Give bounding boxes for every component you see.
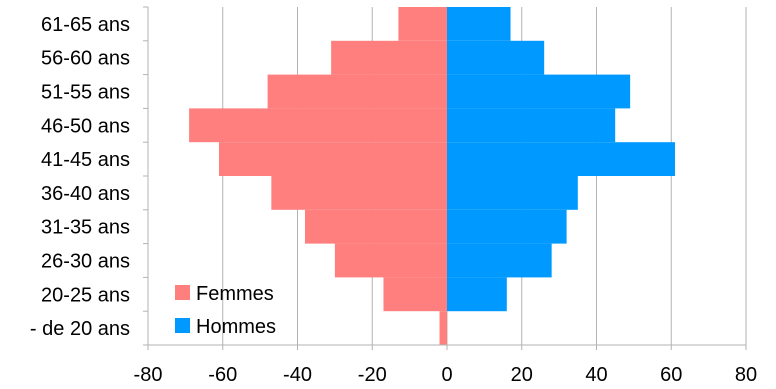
bar-femmes-8	[383, 277, 447, 312]
x-tick-label-2: -40	[283, 364, 312, 386]
bars	[189, 7, 675, 345]
bar-hommes-7	[447, 243, 552, 278]
x-tick-label-7: 60	[660, 364, 682, 386]
x-tick-label-4: 0	[441, 364, 452, 386]
legend-label-femmes: Femmes	[196, 283, 274, 305]
y-tick-label-7: 26-30 ans	[41, 251, 130, 273]
y-tick-label-4: 41-45 ans	[41, 149, 130, 171]
bar-femmes-2	[267, 74, 447, 109]
bar-hommes-8	[447, 277, 507, 312]
x-tick-label-6: 40	[585, 364, 607, 386]
bar-hommes-2	[447, 74, 631, 109]
x-tick-label-8: 80	[735, 364, 757, 386]
x-tick-label-1: -60	[208, 364, 237, 386]
bar-hommes-5	[447, 176, 578, 210]
y-tick-label-6: 31-35 ans	[41, 217, 130, 239]
x-tick-label-3: -20	[358, 364, 387, 386]
legend-swatch-femmes	[175, 285, 190, 300]
bar-femmes-0	[398, 7, 447, 41]
bar-hommes-6	[447, 209, 567, 244]
y-tick-label-2: 51-55 ans	[41, 82, 130, 104]
bar-femmes-1	[331, 40, 447, 75]
bar-femmes-3	[189, 108, 448, 143]
legend-label-hommes: Hommes	[196, 316, 276, 338]
bar-femmes-7	[334, 243, 447, 278]
x-tick-label-5: 20	[511, 364, 533, 386]
axes	[143, 6, 747, 350]
legend-swatch-hommes	[175, 318, 190, 333]
bar-femmes-9	[439, 311, 447, 345]
y-tick-labels: 61-65 ans 56-60 ans 51-55 ans 46-50 ans 41-4…	[30, 14, 130, 340]
bar-femmes-5	[271, 176, 447, 210]
x-tick-labels: -80 -60 -40 -20 0 20 40 60 80	[134, 364, 758, 386]
y-tick-label-0: 61-65 ans	[41, 14, 130, 36]
bar-femmes-6	[304, 209, 447, 244]
bar-hommes-4	[447, 142, 675, 176]
legend: Femmes Hommes	[175, 283, 276, 338]
y-tick-label-9: - de 20 ans	[30, 318, 130, 340]
bar-femmes-4	[219, 142, 447, 176]
y-tick-label-1: 56-60 ans	[41, 48, 130, 70]
bar-hommes-1	[447, 40, 545, 75]
x-tick-label-0: -80	[134, 364, 163, 386]
y-tick-label-5: 36-40 ans	[41, 183, 130, 205]
bar-hommes-0	[447, 7, 511, 41]
y-tick-label-3: 46-50 ans	[41, 115, 130, 137]
bar-hommes-3	[447, 108, 616, 143]
y-tick-label-8: 20-25 ans	[41, 284, 130, 306]
